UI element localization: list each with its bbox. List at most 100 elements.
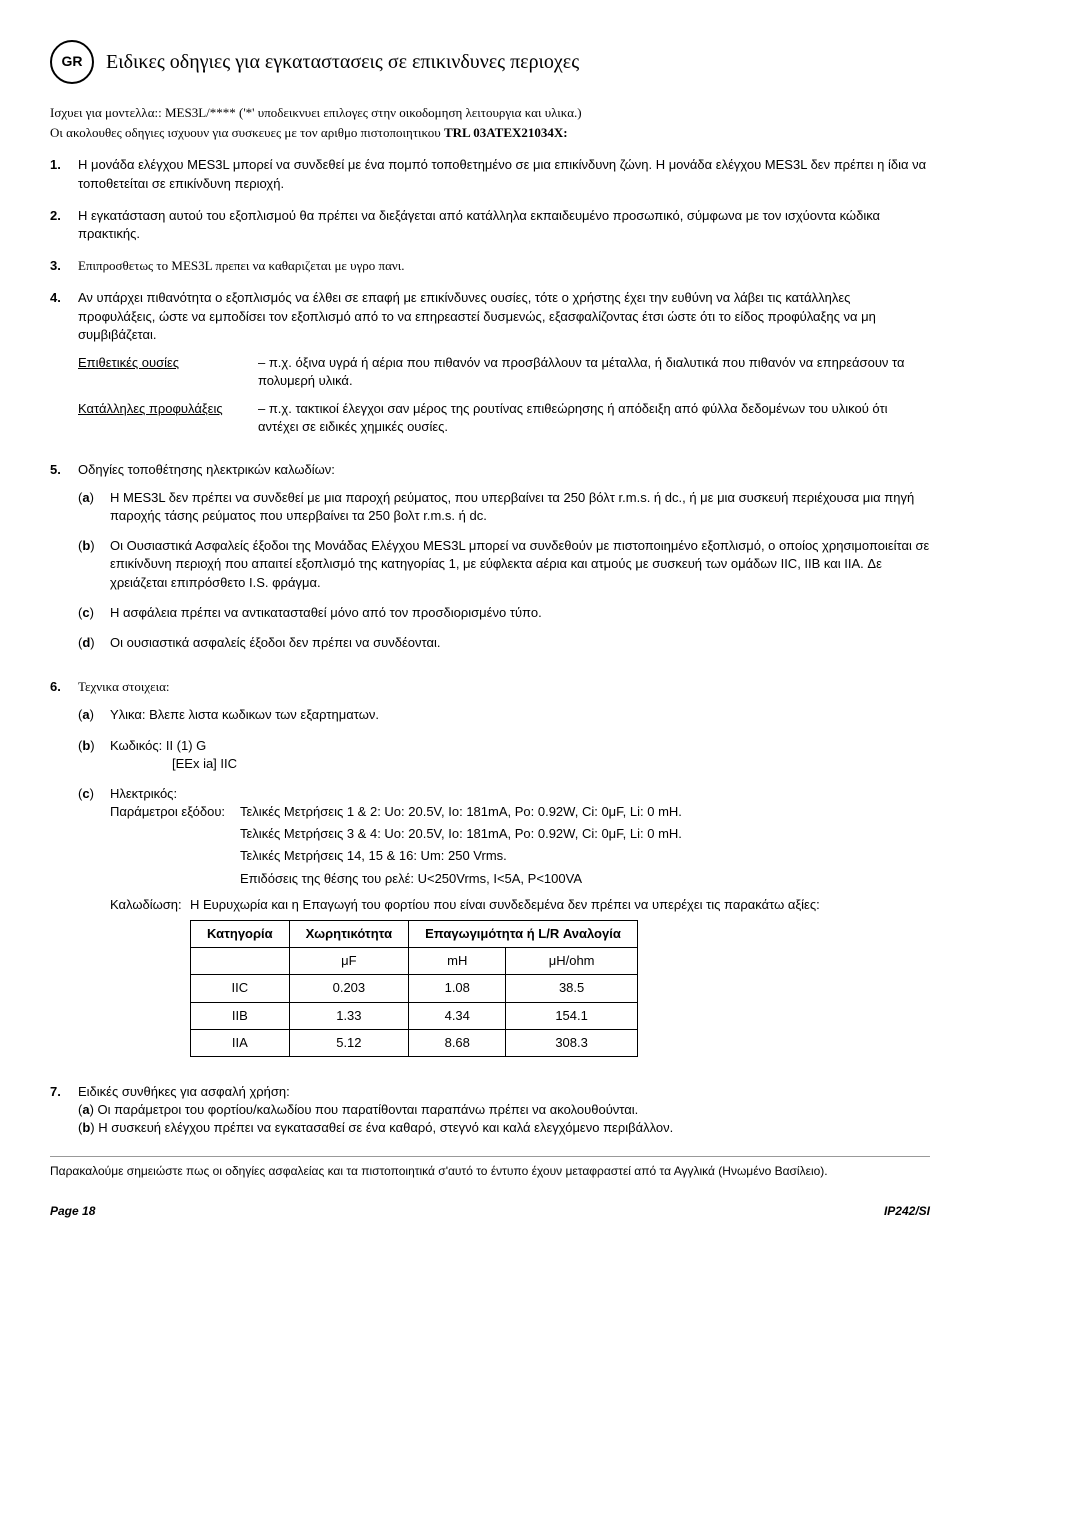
subitem-5d: (d)Οι ουσιαστικά ασφαλείς έξοδοι δεν πρέ… [78,634,930,652]
subitem-6a: (a)Υλικα: Βλεπε λιστα κωδικων των εξαρτη… [78,706,930,724]
sub-body: Οι Ουσιαστικά Ασφαλείς έξοδοι της Μονάδα… [110,537,930,592]
param-label [110,825,240,843]
page-footer: Page 18 IP242/SI [50,1203,930,1220]
wiring-text: Η Ευρυχωρία και η Επαγωγή του φορτίου πο… [190,896,820,914]
intro-line-2a: Οι ακολουθες οδηγιες ισχυουν για συσκευε… [50,125,444,140]
sublist-5: (a)Η MES3L δεν πρέπει να συνδεθεί με μια… [78,489,930,652]
sub-body: Οι ουσιαστικά ασφαλείς έξοδοι δεν πρέπει… [110,634,930,652]
item-7: 7. Ειδικές συνθήκες για ασφαλή χρήση: (a… [50,1083,930,1138]
def-row: Κατάλληλες προφυλάξεις – π.χ. τακτικοί έ… [78,400,930,436]
subitem-5c: (c)Η ασφάλεια πρέπει να αντικατασταθεί μ… [78,604,930,622]
item-body: Οδηγίες τοποθέτησης ηλεκτρικών καλωδίων:… [78,461,930,665]
footer-right: IP242/SI [884,1203,930,1220]
param-value: Τελικές Μετρήσεις 1 & 2: Uo: 20.5V, Io: … [240,803,930,821]
table-row: IIB 1.33 4.34 154.1 [191,1002,638,1029]
sub-letter: (b) [78,737,110,773]
def-text: – π.χ. όξινα υγρά ή αέρια που πιθανόν να… [258,354,930,390]
sub-body: Η MES3L δεν πρέπει να συνδεθεί με μια πα… [110,489,930,525]
td-unit: μH/ohm [506,948,637,975]
item-5-text: Οδηγίες τοποθέτησης ηλεκτρικών καλωδίων: [78,462,335,477]
item-body: Ειδικές συνθήκες για ασφαλή χρήση: (a) Ο… [78,1083,930,1138]
sub-letter: (b) [78,537,110,592]
code-line-1: Κωδικός: II (1) G [110,737,930,755]
td-val: 0.203 [289,975,408,1002]
item-7a-text: Οι παράμετροι του φορτίου/καλωδίου που π… [98,1102,639,1117]
item-7b-text: Η συσκευή ελέγχου πρέπει να εγκατασαθεί … [98,1120,673,1135]
td-cat: IIA [191,1029,290,1056]
item-6-text: Τεχνικα στοιχεια: [78,679,170,694]
item-4: 4. Αν υπάρχει πιθανότητα ο εξοπλισμός να… [50,289,930,446]
td-val: 38.5 [506,975,637,1002]
footnote: Παρακαλούμε σημειώστε πως οι οδηγίες ασφ… [50,1156,930,1180]
item-6: 6. Τεχνικα στοιχεια: (a)Υλικα: Βλεπε λισ… [50,678,930,1069]
def-term: Κατάλληλες προφυλάξεις [78,400,258,436]
intro-block: Ισχυει για μοντελλα:: MES3L/**** ('*' υπ… [50,104,930,142]
item-7-text: Ειδικές συνθήκες για ασφαλή χρήση: [78,1084,290,1099]
td-unit: μF [289,948,408,975]
spec-table: Κατηγορία Χωρητικότητα Επαγωγιμότητα ή L… [190,920,638,1057]
wiring-label: Καλωδίωση: [110,896,190,914]
sub-body: Υλικα: Βλεπε λιστα κωδικων των εξαρτηματ… [110,706,930,724]
td-val: 1.33 [289,1002,408,1029]
definitions: Επιθετικές ουσίες – π.χ. όξινα υγρά ή αέ… [78,354,930,437]
item-number: 6. [50,678,78,1069]
language-badge: GR [50,40,94,84]
sub-body: Η ασφάλεια πρέπει να αντικατασταθεί μόνο… [110,604,930,622]
intro-line-2: Οι ακολουθες οδηγιες ισχυουν για συσκευε… [50,124,930,142]
td-val: 4.34 [409,1002,506,1029]
param-value: Τελικές Μετρήσεις 3 & 4: Uo: 20.5V, Io: … [240,825,930,843]
subitem-5b: (b)Οι Ουσιαστικά Ασφαλείς έξοδοι της Μον… [78,537,930,592]
intro-line-1: Ισχυει για μοντελλα:: MES3L/**** ('*' υπ… [50,104,930,122]
param-row: Επιδόσεις της θέσης του ρελέ: U<250Vrms,… [110,870,930,888]
item-number: 4. [50,289,78,446]
item-number: 5. [50,461,78,665]
td-cat: IIC [191,975,290,1002]
param-value: Τελικές Μετρήσεις 14, 15 & 16: Um: 250 V… [240,847,930,865]
th-inductance: Επαγωγιμότητα ή L/R Αναλογία [409,921,638,948]
page-title: Ειδικες οδηγιες για εγκαταστασεις σε επι… [106,48,579,76]
item-body: Αν υπάρχει πιθανότητα ο εξοπλισμός να έλ… [78,289,930,446]
sub-letter: (c) [78,604,110,622]
subitem-5a: (a)Η MES3L δεν πρέπει να συνδεθεί με μια… [78,489,930,525]
table-header-row: Κατηγορία Χωρητικότητα Επαγωγιμότητα ή L… [191,921,638,948]
def-row: Επιθετικές ουσίες – π.χ. όξινα υγρά ή αέ… [78,354,930,390]
td-val: 1.08 [409,975,506,1002]
table-units-row: μF mH μH/ohm [191,948,638,975]
sub-letter: (d) [78,634,110,652]
electrical-label: Ηλεκτρικός: [110,785,930,803]
td-val: 308.3 [506,1029,637,1056]
td-empty [191,948,290,975]
sub-body: Κωδικός: II (1) G [EEx ia] IIC [110,737,930,773]
param-label [110,847,240,865]
item-body: Τεχνικα στοιχεια: (a)Υλικα: Βλεπε λιστα … [78,678,930,1069]
item-1: 1. Η μονάδα ελέγχου MES3L μπορεί να συνδ… [50,156,930,192]
param-label: Παράμετροι εξόδου: [110,803,240,821]
param-value: Επιδόσεις της θέσης του ρελέ: U<250Vrms,… [240,870,930,888]
table-row: IIA 5.12 8.68 308.3 [191,1029,638,1056]
item-number: 1. [50,156,78,192]
item-3: 3. Επιπροσθετως το MES3L πρεπει να καθαρ… [50,257,930,275]
td-val: 5.12 [289,1029,408,1056]
subitem-6b: (b) Κωδικός: II (1) G [EEx ia] IIC [78,737,930,773]
page-header: GR Ειδικες οδηγιες για εγκαταστασεις σε … [50,40,930,84]
th-capacity: Χωρητικότητα [289,921,408,948]
item-number: 2. [50,207,78,243]
item-body: Επιπροσθετως το MES3L πρεπει να καθαριζε… [78,257,930,275]
footer-left: Page 18 [50,1203,95,1220]
td-val: 154.1 [506,1002,637,1029]
th-category: Κατηγορία [191,921,290,948]
param-row: Τελικές Μετρήσεις 14, 15 & 16: Um: 250 V… [110,847,930,865]
param-label [110,870,240,888]
sublist-6: (a)Υλικα: Βλεπε λιστα κωδικων των εξαρτη… [78,706,930,1057]
param-row: Τελικές Μετρήσεις 3 & 4: Uo: 20.5V, Io: … [110,825,930,843]
td-unit: mH [409,948,506,975]
instruction-list: 1. Η μονάδα ελέγχου MES3L μπορεί να συνδ… [50,156,930,1137]
table-row: IIC 0.203 1.08 38.5 [191,975,638,1002]
td-val: 8.68 [409,1029,506,1056]
def-text: – π.χ. τακτικοί έλεγχοι σαν μέρος της ρο… [258,400,930,436]
item-number: 7. [50,1083,78,1138]
code-line-2: [EEx ia] IIC [110,755,930,773]
sub-letter: (a) [78,489,110,525]
subitem-6c: (c) Ηλεκτρικός: Παράμετροι εξόδου: Τελικ… [78,785,930,1057]
sub-letter: (a) [78,706,110,724]
